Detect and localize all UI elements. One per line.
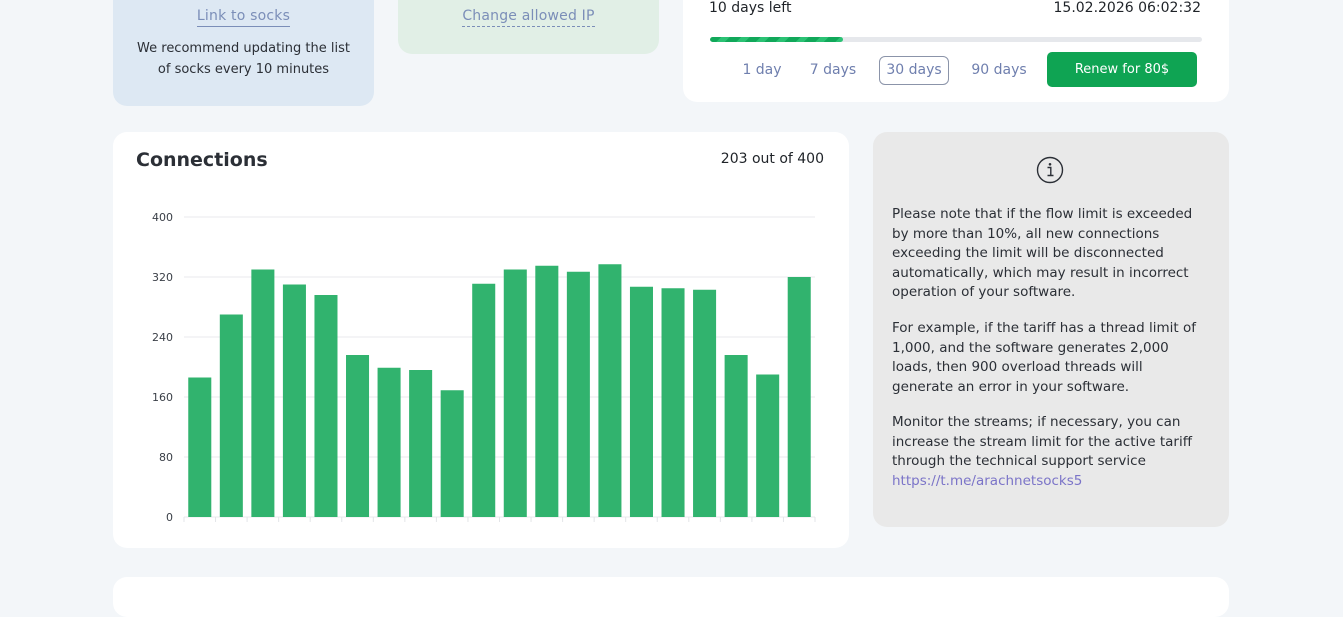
bar xyxy=(535,265,559,517)
bar xyxy=(440,390,464,517)
y-tick-label: 320 xyxy=(152,271,173,284)
y-tick-label: 400 xyxy=(152,211,173,224)
period-1-day-button[interactable]: 1 day xyxy=(742,62,782,78)
bar xyxy=(188,377,212,517)
info-paragraph-monitor: Monitor the streams; if necessary, you c… xyxy=(892,413,1208,491)
link-to-socks[interactable]: Link to socks xyxy=(196,8,291,27)
subscription-card: 10 days left 15.02.2026 06:02:32 1 day 7… xyxy=(683,0,1229,102)
period-30-days-button[interactable]: 30 days xyxy=(879,56,949,85)
info-icon xyxy=(1036,156,1064,184)
socks-card: Link to socks We recommend updating the … xyxy=(113,0,374,106)
bar xyxy=(314,295,338,517)
period-90-days-button[interactable]: 90 days xyxy=(971,62,1027,78)
info-card: Please note that if the flow limit is ex… xyxy=(873,132,1229,527)
bar xyxy=(787,277,811,517)
bar xyxy=(251,269,275,517)
support-link[interactable]: https://t.me/arachnetsocks5 xyxy=(892,472,1083,489)
connections-title: Connections xyxy=(136,149,268,171)
info-paragraph-example: For example, if the tariff has a thread … xyxy=(892,320,1197,395)
bar xyxy=(472,283,496,517)
ip-link-row: Change allowed IP xyxy=(398,8,659,27)
connections-bar-chart: 0 80 160 240 320 400 xyxy=(152,211,816,524)
bar xyxy=(693,289,717,517)
info-paragraph-flow-limit: Please note that if the flow limit is ex… xyxy=(892,206,1193,300)
info-monitor-text: Monitor the streams; if necessary, you c… xyxy=(892,414,1193,469)
bar xyxy=(661,288,685,517)
socks-update-note: We recommend updating the list of socks … xyxy=(137,41,350,77)
subscription-progress-bar xyxy=(710,37,1202,42)
bar xyxy=(756,374,780,517)
ip-card: Change allowed IP xyxy=(398,0,659,54)
expiry-date: 15.02.2026 06:02:32 xyxy=(1053,0,1202,16)
bar xyxy=(219,314,243,517)
bar xyxy=(377,367,401,517)
y-tick-label: 160 xyxy=(152,391,173,404)
period-7-days-button[interactable]: 7 days xyxy=(809,62,857,78)
y-tick-label: 80 xyxy=(159,451,173,464)
bar xyxy=(346,355,370,517)
bar xyxy=(503,269,527,517)
days-left-label: 10 days left xyxy=(709,0,792,16)
bar xyxy=(598,264,622,517)
bottom-card xyxy=(113,577,1229,617)
connections-count: 203 out of 400 xyxy=(720,151,824,167)
bar xyxy=(409,370,433,517)
bar xyxy=(282,284,306,517)
bar xyxy=(724,355,748,517)
bar xyxy=(566,271,590,517)
renew-button[interactable]: Renew for 80$ xyxy=(1047,52,1197,87)
connections-card: Connections 203 out of 400 0 80 160 240 320 4… xyxy=(113,132,849,548)
socks-link-row: Link to socks xyxy=(113,8,374,27)
subscription-progress-fill xyxy=(710,37,843,42)
y-tick-label: 240 xyxy=(152,331,173,344)
bar xyxy=(629,286,653,517)
change-allowed-ip-link[interactable]: Change allowed IP xyxy=(462,8,595,27)
y-tick-label: 0 xyxy=(166,511,173,524)
